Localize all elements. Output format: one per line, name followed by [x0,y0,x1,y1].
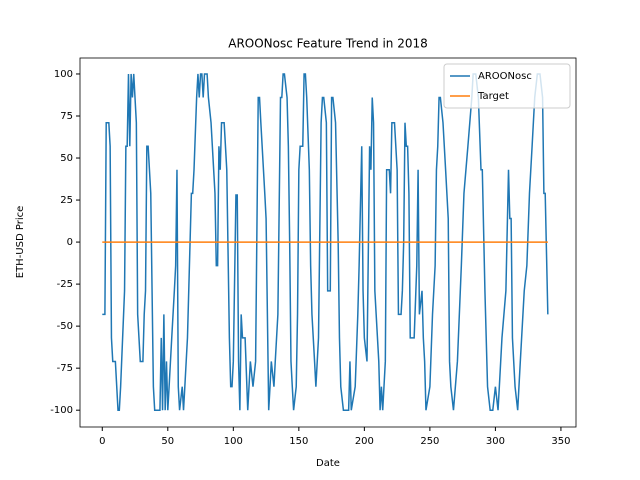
x-tick-label: 300 [486,436,505,447]
y-tick-label: -50 [57,321,73,332]
y-tick-label: -100 [50,405,73,416]
x-tick-label: 250 [420,436,439,447]
chart-title: AROONosc Feature Trend in 2018 [228,37,428,51]
y-axis-label: ETH-USD Price [15,206,26,279]
y-tick-label: 75 [60,111,73,122]
y-tick-label: 0 [67,237,73,248]
plot-frame [79,57,577,428]
line-series [102,73,549,411]
x-tick-label: 100 [224,436,243,447]
y-tick-label: 100 [54,69,73,80]
x-tick-label: 200 [355,436,374,447]
y-tick-label: -25 [57,279,73,290]
x-tick-label: 0 [99,436,105,447]
legend-label: Target [477,91,509,102]
legend-box [443,63,571,109]
x-axis-label: Date [316,458,340,469]
y-tick-label: -75 [57,363,73,374]
y-tick-label: 25 [60,195,73,206]
y-tick-label: 50 [60,153,73,164]
x-tick-label: 50 [161,436,174,447]
x-tick-label: 150 [289,436,308,447]
x-tick-label: 350 [551,436,570,447]
legend-label: AROONosc [478,71,532,82]
